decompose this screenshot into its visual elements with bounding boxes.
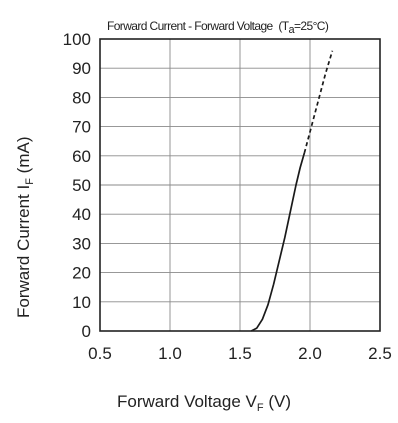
y-tick-label: 20 — [72, 264, 91, 283]
x-tick-label: 1.0 — [158, 344, 182, 363]
plot-frame — [99, 38, 381, 332]
y-tick-label: 90 — [72, 59, 91, 78]
y-tick-label: 40 — [72, 205, 91, 224]
x-tick-label: 2.5 — [368, 344, 392, 363]
grid — [100, 39, 380, 331]
series-line-solid — [250, 152, 306, 332]
y-tick-label: 60 — [72, 147, 91, 166]
y-tick-label: 10 — [72, 293, 91, 312]
x-tick-labels: 0.5 1.0 1.5 2.0 2.5 — [88, 344, 392, 363]
x-tick-label: 1.5 — [228, 344, 252, 363]
x-tick-label: 2.0 — [298, 344, 322, 363]
y-tick-label: 50 — [72, 176, 91, 195]
y-tick-label: 70 — [72, 118, 91, 137]
y-tick-labels: 0 10 20 30 40 50 60 70 80 90 100 — [63, 30, 91, 341]
x-axis-label: Forward Voltage VF (V) — [117, 392, 291, 414]
y-tick-label: 100 — [63, 30, 91, 49]
series-line-dashed — [303, 50, 334, 154]
series-layer — [250, 50, 334, 332]
y-tick-label: 0 — [82, 322, 91, 341]
x-tick-label: 0.5 — [88, 344, 112, 363]
y-tick-label: 80 — [72, 88, 91, 107]
chart-title: Forward Current - Forward Voltage (Ta=25… — [107, 19, 329, 36]
y-tick-label: 30 — [72, 234, 91, 253]
y-axis-label: Forward Current IF (mA) — [14, 137, 36, 318]
